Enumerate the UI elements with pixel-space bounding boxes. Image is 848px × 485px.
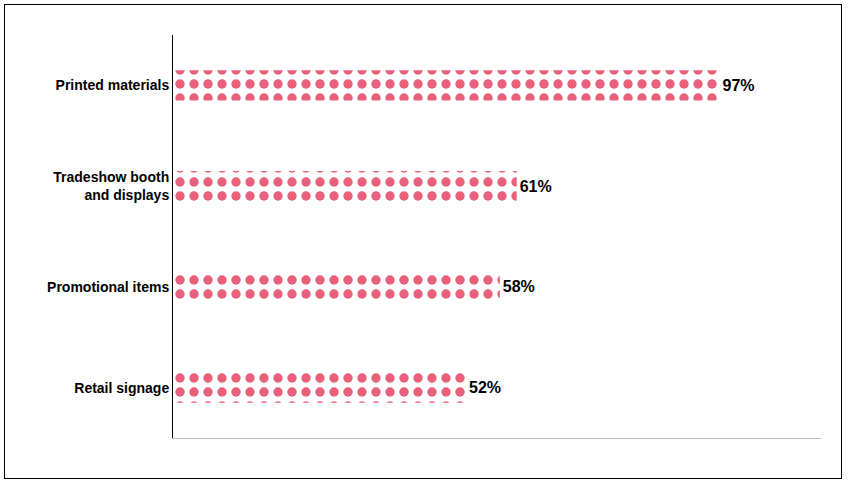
svg-text:Printed materials: Printed materials — [56, 77, 170, 93]
svg-text:97%: 97% — [723, 77, 755, 94]
svg-text:Retail signage: Retail signage — [74, 380, 169, 396]
svg-text:52%: 52% — [469, 379, 501, 396]
svg-text:Promotional items: Promotional items — [47, 279, 169, 295]
svg-text:58%: 58% — [503, 278, 535, 295]
svg-text:Tradeshow boothand displays: Tradeshow boothand displays — [53, 169, 169, 203]
svg-text:61%: 61% — [520, 178, 552, 195]
